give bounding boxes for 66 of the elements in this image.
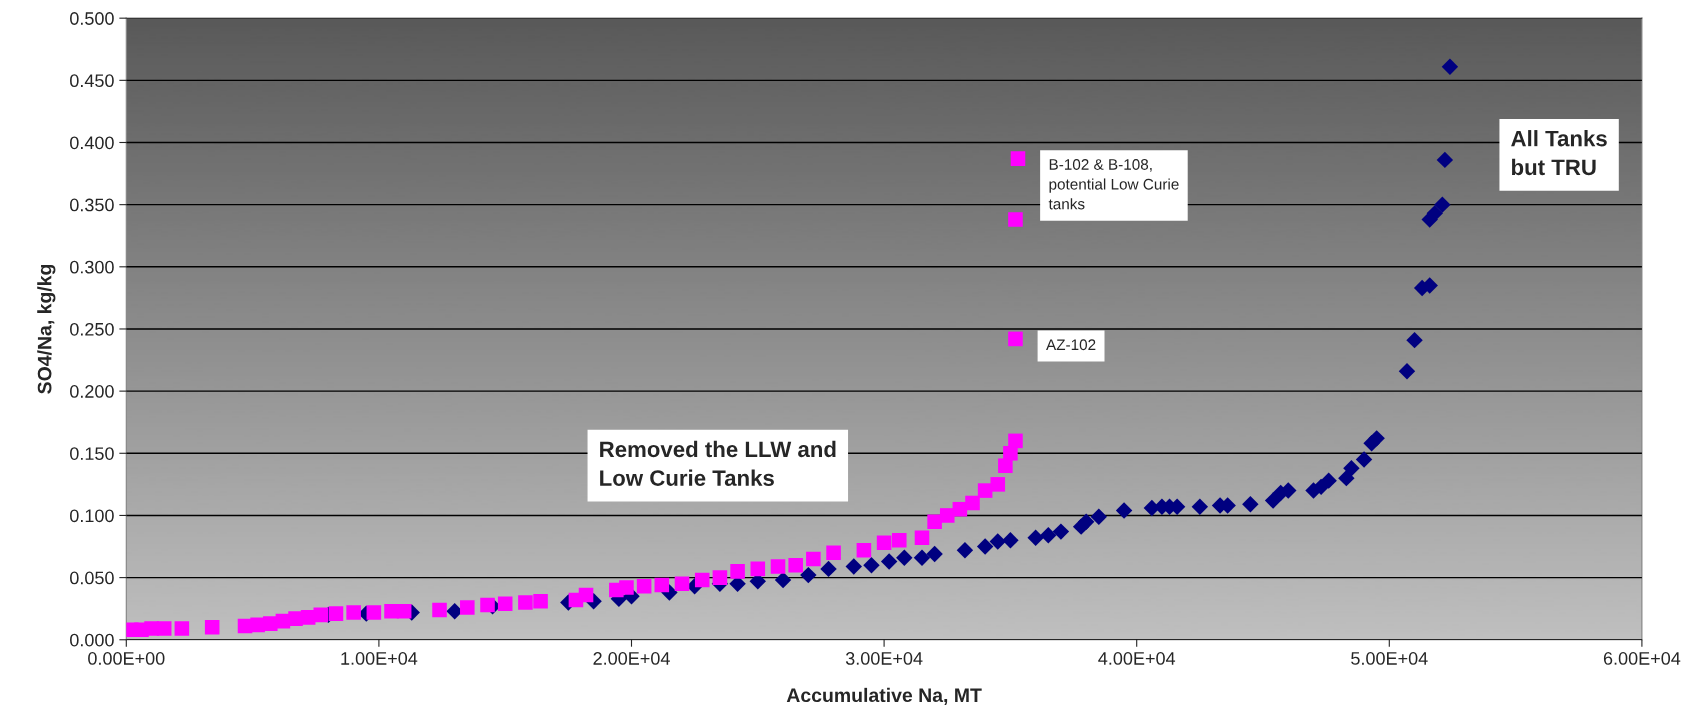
point <box>788 557 803 573</box>
point <box>328 606 344 621</box>
point <box>965 495 980 511</box>
point <box>636 579 652 594</box>
point <box>1003 446 1018 461</box>
x-tick-label: 0.00E+00 <box>88 652 165 665</box>
point <box>366 605 382 620</box>
point <box>674 576 690 592</box>
point <box>432 602 447 618</box>
point <box>856 542 872 558</box>
point <box>939 508 955 523</box>
text: Removed the LLW and Low Curie Tanks <box>600 440 836 486</box>
y-tick-label: 0.050 <box>70 571 114 585</box>
point <box>396 603 412 619</box>
y-tick-label: 0.300 <box>70 260 114 274</box>
x-tick-label: 6.00E+04 <box>1603 652 1681 665</box>
y-axis-title: SO4/Na, kg/kg <box>37 264 56 394</box>
point <box>1008 433 1023 449</box>
y-tick-label: 0.100 <box>70 509 114 523</box>
point <box>806 551 821 567</box>
point <box>927 514 942 529</box>
point <box>990 477 1006 492</box>
point <box>730 564 745 579</box>
point <box>497 596 513 611</box>
point <box>1008 212 1023 227</box>
point <box>891 533 907 548</box>
point <box>313 607 329 623</box>
y-tick-label: 0.400 <box>70 136 114 150</box>
point <box>826 545 841 561</box>
point <box>654 577 670 593</box>
x-tick-label: 3.00E+04 <box>845 652 923 665</box>
y-tick-label: 0.500 <box>70 12 114 25</box>
point <box>619 580 634 595</box>
y-tick-label: 0.450 <box>70 74 114 88</box>
point <box>578 587 594 603</box>
point <box>533 593 548 609</box>
annotation: B-102 & B-108, potential Low Curie tanks <box>1048 159 1179 210</box>
point <box>204 620 220 635</box>
point <box>876 535 892 551</box>
point <box>480 597 495 613</box>
y-tick-label: 0.250 <box>70 322 114 336</box>
y-tick-label: 0.350 <box>70 198 114 212</box>
y-tick-label: 0.000 <box>70 633 114 647</box>
x-tick-label: 2.00E+04 <box>593 652 670 665</box>
point <box>750 561 766 577</box>
annotation: AZ-102 <box>1046 339 1096 351</box>
point <box>1010 151 1026 166</box>
point <box>156 621 172 636</box>
y-tick-label: 0.150 <box>70 447 114 460</box>
point <box>346 605 361 620</box>
x-tick-label: 5.00E+04 <box>1351 652 1428 665</box>
text: All Tanks but TRU <box>1511 130 1607 176</box>
x-axis-title: Accumulative Na, MT <box>786 687 982 705</box>
point <box>174 621 190 636</box>
point <box>770 559 786 574</box>
point <box>1008 331 1023 347</box>
point <box>712 570 728 585</box>
point <box>914 530 930 546</box>
x-tick-label: 4.00E+04 <box>1098 652 1176 665</box>
point <box>694 572 710 588</box>
y-tick-label: 0.200 <box>70 385 114 398</box>
point <box>977 483 993 498</box>
point <box>952 501 968 517</box>
point <box>460 600 475 615</box>
x-tick-label: 1.00E+04 <box>341 652 418 665</box>
point <box>518 595 533 610</box>
